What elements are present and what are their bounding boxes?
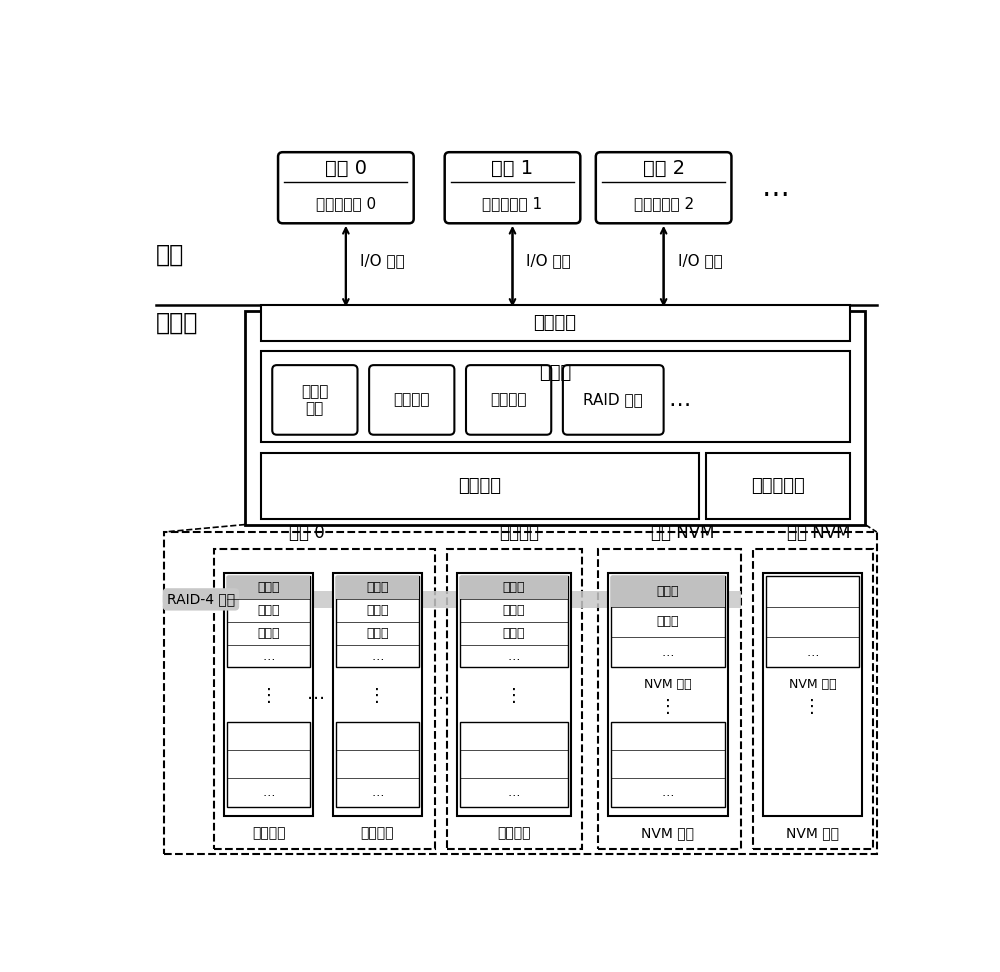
Text: NVM 晶圆: NVM 晶圆 [786, 826, 839, 840]
FancyBboxPatch shape [466, 365, 551, 434]
Bar [608, 573, 728, 816]
Text: 主机: 主机 [156, 243, 184, 267]
Text: 冗余 NVM: 冗余 NVM [787, 524, 850, 541]
Text: 租户 2: 租户 2 [643, 159, 685, 178]
FancyBboxPatch shape [278, 153, 414, 224]
Text: 闪存晶圆: 闪存晶圆 [497, 826, 531, 840]
Bar [261, 305, 850, 341]
Text: I/O 请求: I/O 请求 [678, 254, 722, 268]
Bar [234, 591, 741, 608]
Bar [460, 721, 568, 807]
Text: …: … [263, 649, 275, 663]
Bar [333, 573, 422, 816]
Text: …: … [263, 786, 275, 799]
Text: …: … [371, 786, 384, 799]
Bar [261, 351, 850, 442]
Text: 闪存存储: 闪存存储 [458, 476, 501, 495]
Text: ⋮: ⋮ [803, 698, 821, 716]
Text: …: … [668, 391, 690, 410]
Text: 其它租户: 其它租户 [499, 524, 539, 541]
Text: ⋮: ⋮ [659, 698, 677, 716]
Bar [611, 576, 725, 607]
Text: ⋮: ⋮ [505, 687, 523, 705]
Text: ⋮: ⋮ [260, 687, 278, 705]
Bar [598, 549, 741, 849]
Text: 校验页: 校验页 [657, 585, 679, 598]
Text: …: … [762, 174, 790, 202]
Text: 租户 0: 租户 0 [289, 524, 325, 541]
Text: …: … [806, 645, 819, 659]
Text: 主机接口: 主机接口 [534, 314, 577, 332]
Text: 虚拟固态盘 2: 虚拟固态盘 2 [634, 196, 694, 212]
Bar [245, 311, 865, 525]
Text: 数据页: 数据页 [366, 627, 389, 640]
Bar [224, 573, 313, 816]
Bar [753, 549, 873, 849]
Bar [763, 573, 862, 816]
Text: 校验 NVM: 校验 NVM [651, 524, 715, 541]
Text: I/O 请求: I/O 请求 [526, 254, 571, 268]
Text: 多租户
管理: 多租户 管理 [301, 384, 329, 416]
Bar [706, 453, 850, 518]
Text: ⋮: ⋮ [368, 687, 386, 705]
Text: RAID 管理: RAID 管理 [583, 393, 643, 407]
FancyBboxPatch shape [369, 365, 454, 434]
FancyBboxPatch shape [596, 153, 731, 224]
Bar [214, 549, 435, 849]
Bar [227, 721, 310, 807]
FancyBboxPatch shape [563, 365, 664, 434]
Bar [457, 573, 571, 816]
Bar [447, 549, 582, 849]
FancyBboxPatch shape [272, 365, 358, 434]
Text: I/O 请求: I/O 请求 [360, 254, 405, 268]
Text: 数据页: 数据页 [503, 581, 525, 594]
Bar [336, 721, 419, 807]
Text: RAID-4 条带: RAID-4 条带 [167, 592, 235, 607]
Bar [261, 453, 698, 518]
Text: …: … [371, 649, 384, 663]
Text: …: … [432, 685, 450, 704]
FancyBboxPatch shape [445, 153, 580, 224]
Text: 闪存晶圆: 闪存晶圆 [361, 826, 394, 840]
Bar [227, 576, 310, 668]
Bar [164, 532, 877, 853]
Text: NVM 晶圆: NVM 晶圆 [641, 826, 694, 840]
Text: …: … [307, 685, 325, 704]
Text: 数据页: 数据页 [258, 581, 280, 594]
Text: 虚拟固态盘 1: 虚拟固态盘 1 [482, 196, 543, 212]
Bar [611, 576, 725, 668]
Text: …: … [508, 649, 520, 663]
Bar [460, 576, 568, 668]
Text: 控制器: 控制器 [539, 364, 571, 382]
Text: 数据页: 数据页 [366, 604, 389, 617]
Text: 数据页: 数据页 [258, 604, 280, 617]
Bar [460, 576, 568, 599]
Text: NVM 晶圆: NVM 晶圆 [789, 678, 836, 691]
Text: 非易失内存: 非易失内存 [751, 476, 805, 495]
Text: 租户 1: 租户 1 [491, 159, 534, 178]
Text: 租户 0: 租户 0 [325, 159, 367, 178]
Bar [611, 721, 725, 807]
Bar [336, 576, 419, 599]
Text: 数据页: 数据页 [503, 604, 525, 617]
Text: …: … [508, 786, 520, 799]
Text: …: … [662, 645, 674, 659]
Bar [336, 576, 419, 668]
Bar [766, 576, 859, 668]
Text: 闪存晶圆: 闪存晶圆 [252, 826, 286, 840]
Text: 虚拟固态盘 0: 虚拟固态盘 0 [316, 196, 376, 212]
Text: 数据页: 数据页 [366, 581, 389, 594]
Text: 固态盘: 固态盘 [156, 310, 198, 334]
Text: 地址映射: 地址映射 [394, 393, 430, 407]
Text: NVM 晶圆: NVM 晶圆 [644, 678, 692, 691]
Text: …: … [662, 786, 674, 799]
Bar [227, 576, 310, 599]
Text: 垃圾回收: 垃圾回收 [490, 393, 527, 407]
Text: 校验页: 校验页 [657, 615, 679, 628]
Text: 数据页: 数据页 [503, 627, 525, 640]
Text: 数据页: 数据页 [258, 627, 280, 640]
